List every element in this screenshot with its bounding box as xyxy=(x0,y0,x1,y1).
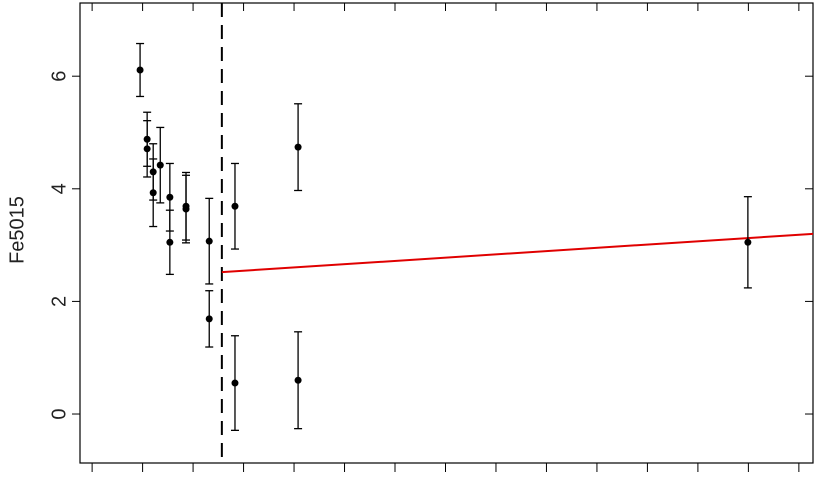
point xyxy=(166,193,174,201)
y-tick-label: 0 xyxy=(48,408,70,419)
point xyxy=(205,237,213,245)
point xyxy=(149,189,157,197)
point xyxy=(182,205,190,213)
point xyxy=(136,66,144,74)
y-tick-label: 4 xyxy=(48,183,70,194)
point xyxy=(294,143,302,151)
plot-frame xyxy=(79,2,814,464)
point xyxy=(205,315,213,323)
fit-line xyxy=(221,232,814,274)
point xyxy=(143,145,151,153)
y-tick-label: 6 xyxy=(48,71,70,82)
point xyxy=(231,202,239,210)
point xyxy=(744,238,752,246)
y-tick-label: 2 xyxy=(48,296,70,307)
y-axis-label: Fe5015 xyxy=(6,196,28,264)
point xyxy=(294,376,302,384)
point xyxy=(231,379,239,387)
point xyxy=(156,161,164,169)
point xyxy=(166,238,174,246)
